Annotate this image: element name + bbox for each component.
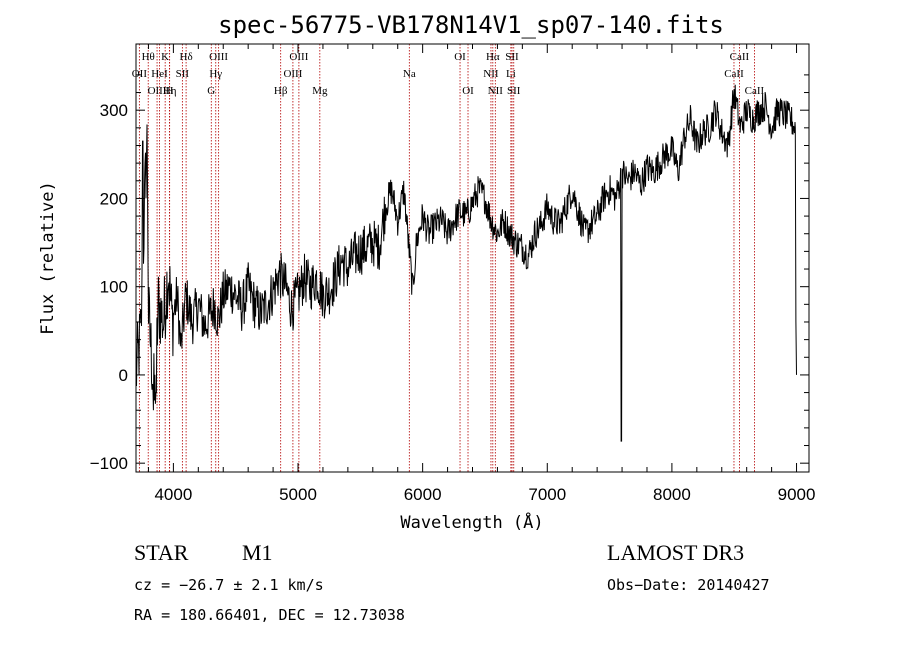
spectral-line-label: Hθ	[142, 51, 155, 63]
chart-title: spec-56775-VB178N14V1_sp07-140.fits	[218, 11, 724, 39]
spectral-line-label: CaII	[730, 51, 750, 63]
spectral-line-label: Hα	[486, 51, 500, 63]
spectral-line-label: SII	[176, 68, 190, 80]
y-axis-label: Flux (relative)	[38, 181, 58, 335]
spectral-line-label: OIII	[289, 51, 308, 63]
y-tick-label: 100	[100, 278, 128, 297]
spectral-line-label: OIII	[283, 68, 302, 80]
spectral-line-label: H	[166, 85, 174, 97]
spectral-line-label: Hη	[163, 85, 177, 97]
x-tick-label: 9000	[778, 485, 816, 504]
spectrum-series-line	[135, 84, 797, 442]
spectral-line-label: Mg	[312, 85, 328, 97]
y-tick-label: 0	[119, 366, 128, 385]
spectral-line-label: Hδ	[180, 51, 193, 63]
spectral-line-label: K	[161, 51, 169, 63]
spectral-line-label: OI	[454, 51, 466, 63]
spectral-line-label: Li	[506, 68, 516, 80]
spectral-line-label: NII	[488, 85, 504, 97]
y-tick-label: 200	[100, 189, 128, 208]
y-tick-label: −100	[90, 454, 128, 473]
y-tick-label: 300	[100, 101, 128, 120]
spectral-line-markers	[138, 44, 755, 472]
x-axis-label: Wavelength (Å)	[400, 511, 543, 533]
spectral-line-label: Hβ	[274, 85, 288, 97]
y-axis-ticks: −100 0 100 200 300	[90, 74, 809, 473]
survey-name: LAMOST DR3	[607, 540, 744, 565]
observation-date: Obs−Date: 20140427	[607, 576, 770, 594]
x-tick-label: 4000	[154, 485, 192, 504]
spectral-line-label: SII	[507, 85, 521, 97]
plot-frame	[135, 43, 810, 473]
x-tick-label: 7000	[528, 485, 566, 504]
star-subclass: M1	[242, 540, 273, 565]
x-axis-ticks: 4000 5000 6000 7000 8000 9000	[147, 44, 816, 504]
redshift-cz: cz = −26.7 ± 2.1 km/s	[134, 576, 324, 594]
spectral-line-label: CaII	[745, 85, 765, 97]
star-type: STAR	[134, 540, 189, 565]
spectral-line-label: NII	[483, 68, 499, 80]
spectral-line-label: OI	[462, 85, 474, 97]
spectral-line-label: OIII	[209, 51, 228, 63]
spectral-line-label: Na	[403, 68, 416, 80]
coordinates: RA = 180.66401, DEC = 12.73038	[134, 606, 405, 624]
spectral-line-label: G	[207, 85, 215, 97]
spectral-line-label: SII	[505, 51, 519, 63]
spectral-line-label: OII	[132, 68, 148, 80]
x-tick-label: 8000	[653, 485, 691, 504]
spectral-line-label: CaII	[724, 68, 744, 80]
x-tick-label: 6000	[404, 485, 442, 504]
spectral-line-label: OIII	[148, 85, 167, 97]
x-tick-label: 5000	[279, 485, 317, 504]
spectral-line-label: Hγ	[209, 68, 222, 80]
spectral-line-label: HeI	[151, 68, 168, 80]
